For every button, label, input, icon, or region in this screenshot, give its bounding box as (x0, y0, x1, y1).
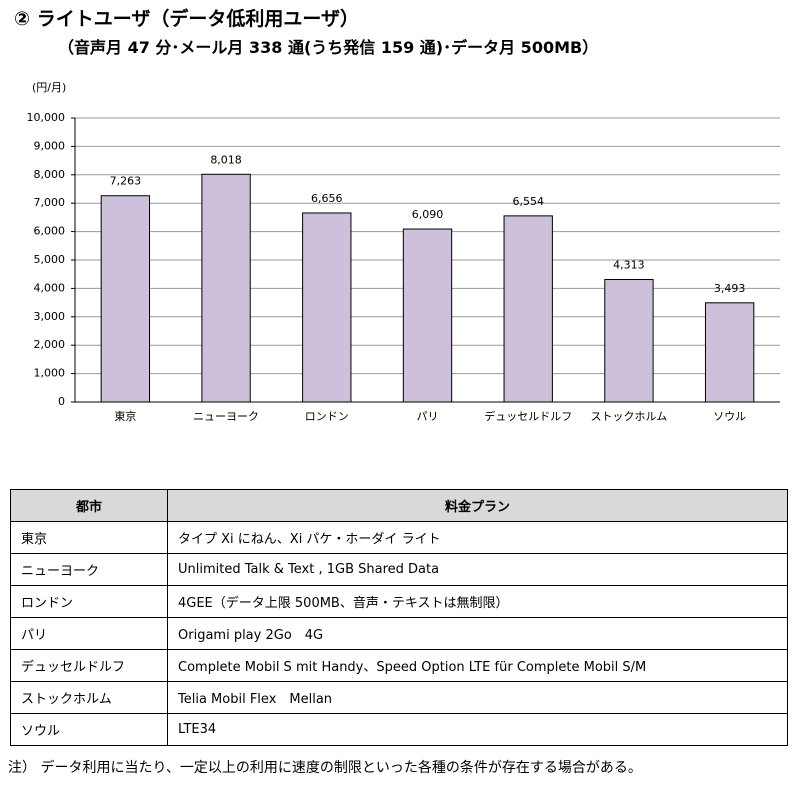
table-cell: Telia Mobil Flex Mellan (167, 681, 788, 714)
table-row: ロンドン 4GEE（データ上限 500MB、音声・テキストは無制限） (10, 585, 788, 618)
table-row: デュッセルドルフ Complete Mobil S mit Handy、Speed… (10, 649, 788, 682)
table-row: 東京 タイプ Xi にねん、Xi パケ・ホーダイ ライト (10, 521, 788, 554)
table-cell: Complete Mobil S mit Handy、Speed Option … (167, 649, 788, 682)
value-label: 4,313 (613, 259, 645, 272)
bar (704, 302, 755, 403)
x-tick-label: デュッセルドルフ (484, 409, 572, 423)
value-label: 6,554 (512, 195, 544, 208)
bar (201, 173, 251, 403)
y-tick-label: 6,000 (34, 225, 66, 238)
table-cell: ソウル (10, 713, 168, 746)
value-label: 6,090 (412, 208, 444, 221)
y-tick-label: 10,000 (27, 111, 66, 124)
y-axis-label: (円/月) (32, 81, 66, 94)
y-tick-label: 8,000 (34, 168, 66, 181)
subtitle: （音声月 47 分･メール月 338 通(うち発信 159 通)･データ月 50… (58, 38, 599, 57)
chart: (円/月) 0 1,000 2,000 3,000 4,000 5,000 6,000 7,0… (27, 81, 780, 423)
table-cell: ロンドン (10, 585, 168, 618)
note: 注） データ利用に当たり、一定以上の利用に速度の制限といった各種の条件が存在する… (8, 760, 642, 776)
plan-table: 都市 料金プラン 東京 タイプ Xi にねん、Xi パケ・ホーダイ ライト ニューヨーク… (10, 489, 788, 746)
x-tick-label: ソウル (713, 410, 746, 423)
value-label: 8,018 (210, 153, 242, 166)
table-cell: ニューヨーク (10, 553, 168, 586)
bar (100, 195, 151, 403)
table-row: ニューヨーク Unlimited Talk & Text , 1GB Shared… (10, 553, 788, 586)
value-label: 3,493 (714, 282, 746, 295)
header-cell: 都市 (10, 489, 168, 522)
bar (302, 212, 352, 403)
x-tick-label: ロンドン (305, 410, 349, 423)
value-label: 6,656 (311, 192, 343, 205)
table-cell: デュッセルドルフ (10, 649, 168, 682)
table-row: ソウル LTE34 (10, 713, 788, 746)
y-tick-label: 7,000 (34, 196, 66, 209)
table-header: 都市 料金プラン (10, 489, 788, 522)
table-cell: Unlimited Talk & Text , 1GB Shared Data (167, 553, 788, 586)
bar (604, 279, 654, 403)
x-tick-label: ニューヨーク (193, 410, 259, 423)
header-cell: 料金プラン (167, 489, 788, 522)
table-cell: 4GEE（データ上限 500MB、音声・テキストは無制限） (167, 585, 788, 618)
table-cell: タイプ Xi にねん、Xi パケ・ホーダイ ライト (167, 521, 788, 554)
table-cell: 東京 (10, 521, 168, 554)
y-tick-label: 9,000 (34, 139, 66, 152)
y-tick-label: 0 (58, 395, 65, 408)
bar (402, 228, 453, 403)
y-tick-label: 5,000 (34, 253, 66, 266)
y-tick-label: 2,000 (34, 338, 66, 351)
y-tick-label: 4,000 (34, 281, 66, 294)
table-row: パリ Origami play 2Go 4G (10, 617, 788, 650)
bar (503, 215, 553, 403)
title: ② ライトユーザ（データ低利用ユーザ） (14, 8, 359, 30)
x-tick-label: ストックホルム (591, 410, 668, 423)
x-tick-label: 東京 (114, 409, 136, 423)
table-cell: パリ (10, 617, 168, 650)
table-cell: Origami play 2Go 4G (167, 617, 788, 650)
table-row: ストックホルム Telia Mobil Flex Mellan (10, 681, 788, 714)
table-cell: ストックホルム (10, 681, 168, 714)
x-tick-label: パリ (417, 410, 439, 423)
value-label: 7,263 (110, 175, 142, 188)
y-tick-label: 1,000 (34, 367, 66, 380)
table-cell: LTE34 (167, 713, 788, 746)
y-tick-label: 3,000 (34, 310, 66, 323)
